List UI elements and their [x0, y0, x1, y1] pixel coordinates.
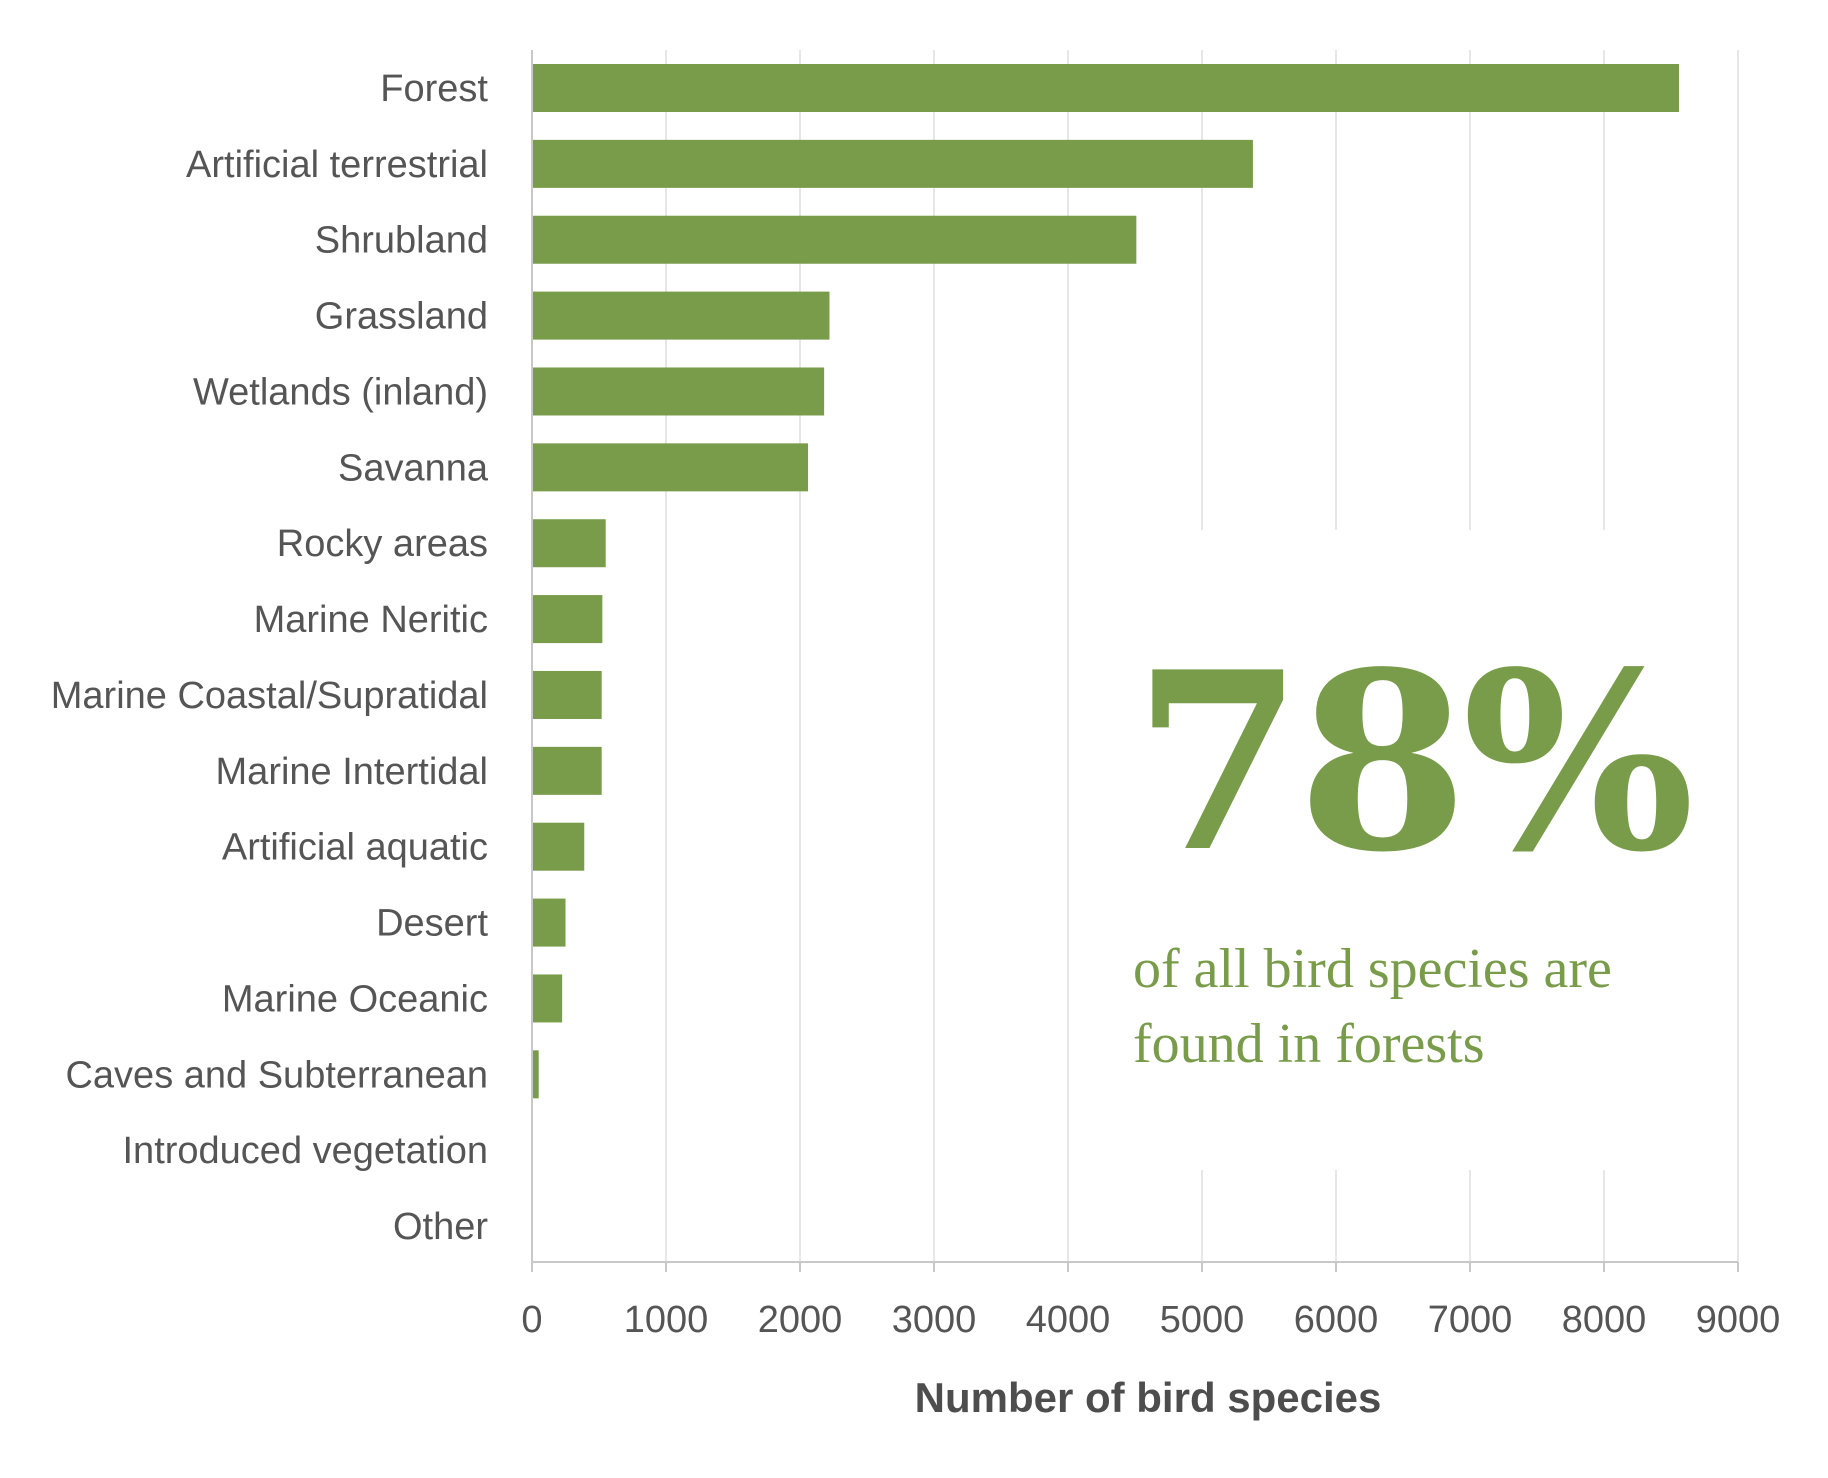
category-label: Artificial terrestrial: [186, 144, 488, 186]
x-tick-labels: 0 1000 2000 3000 4000 5000 6000 7000 8000 9000: [521, 1299, 1780, 1341]
category-label: Marine Neritic: [254, 599, 488, 641]
x-tick-label: 1000: [624, 1299, 709, 1341]
category-label: Wetlands (inland): [193, 371, 488, 413]
category-label: Marine Intertidal: [216, 751, 488, 793]
bar: [532, 670, 602, 719]
x-tick-label: 6000: [1294, 1299, 1379, 1341]
category-label: Shrubland: [315, 220, 488, 262]
category-label: Forest: [380, 68, 488, 110]
x-tick-label: 7000: [1428, 1299, 1513, 1341]
callout-line-2: found in forests: [1133, 1013, 1485, 1075]
x-tick-label: 9000: [1696, 1299, 1781, 1341]
x-axis: [531, 50, 1739, 1272]
x-tick-label: 0: [521, 1299, 542, 1341]
category-label: Introduced vegetation: [123, 1130, 489, 1172]
callout-backdrop: [1110, 530, 1690, 1170]
bar: [532, 898, 566, 947]
bar: [532, 595, 603, 644]
bar: [532, 822, 585, 871]
x-tick-label: 4000: [1026, 1299, 1111, 1341]
category-label: Desert: [376, 903, 488, 945]
category-label: Marine Coastal/Supratidal: [51, 675, 488, 717]
x-tick-label: 5000: [1160, 1299, 1245, 1341]
callout-value: 78%: [1133, 618, 1689, 906]
x-tick-label: 2000: [758, 1299, 843, 1341]
x-axis-title: Number of bird species: [915, 1374, 1382, 1421]
bar: [532, 746, 602, 795]
x-tick-label: 8000: [1562, 1299, 1647, 1341]
category-label: Grassland: [315, 296, 488, 338]
category-label: Caves and Subterranean: [65, 1054, 488, 1096]
category-label: Other: [393, 1206, 488, 1248]
bar: [532, 367, 825, 416]
bar: [532, 215, 1137, 264]
category-label: Savanna: [338, 447, 489, 489]
category-label: Rocky areas: [277, 523, 488, 565]
bar: [532, 139, 1253, 188]
bar: [532, 64, 1680, 112]
bar: [532, 974, 563, 1023]
callout-line-1: of all bird species are: [1133, 938, 1612, 1000]
category-label: Marine Oceanic: [222, 978, 488, 1020]
category-label: Artificial aquatic: [222, 827, 488, 869]
x-tick-label: 3000: [892, 1299, 977, 1341]
bar: [532, 443, 809, 492]
bar: [532, 1050, 539, 1099]
bars: [532, 64, 1680, 1099]
category-labels: Forest Artificial terrestrial Shrubland Gra…: [51, 68, 489, 1248]
bar: [532, 291, 830, 340]
bar: [532, 519, 606, 568]
